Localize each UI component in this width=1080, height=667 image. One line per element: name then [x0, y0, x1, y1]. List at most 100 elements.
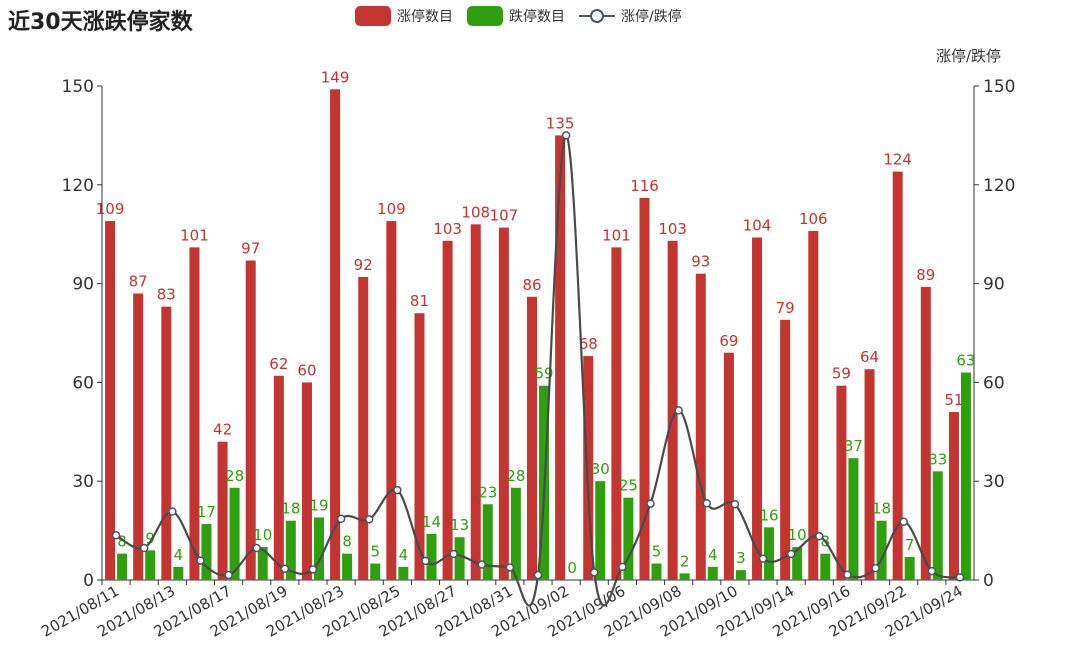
bar-down	[342, 553, 353, 580]
ratio-point	[168, 507, 177, 516]
bar-down	[848, 458, 859, 580]
ratio-point	[224, 570, 233, 580]
y-left-tick-label: 30	[72, 472, 94, 492]
legend-label-down: 跌停数目	[509, 9, 565, 25]
bar-up-label: 64	[860, 348, 879, 366]
bar-down-label: 4	[174, 546, 184, 564]
bar-up-label: 104	[743, 216, 772, 234]
legend-item-ratio[interactable]: 涨停/跌停	[579, 6, 682, 26]
ratio-point	[646, 499, 655, 508]
bar-down	[932, 471, 943, 580]
bar-up-label: 93	[691, 253, 710, 271]
bar-up	[639, 197, 650, 580]
ratio-point	[308, 565, 318, 574]
legend-item-up[interactable]: 涨停数目	[355, 6, 453, 26]
bar-up	[723, 352, 734, 580]
bar-up-label: 116	[630, 177, 659, 195]
bar-up	[667, 240, 678, 580]
bar-down	[623, 497, 634, 580]
bar-up-label: 81	[410, 292, 429, 310]
bar-down-label: 18	[872, 500, 891, 518]
ratio-point	[927, 566, 937, 576]
bar-up-label: 51	[944, 391, 963, 409]
bar-up	[301, 382, 312, 580]
bar-down	[876, 520, 887, 580]
bar-up-label: 87	[129, 272, 148, 290]
bar-up-label: 68	[579, 335, 598, 353]
bar-down	[707, 566, 718, 580]
legend-item-down[interactable]: 跌停数目	[467, 6, 565, 26]
bar-down-label: 9	[145, 529, 155, 547]
ratio-point	[139, 543, 149, 553]
bar-down-label: 63	[956, 352, 975, 370]
bar-up	[808, 230, 819, 580]
bar-up-label: 124	[883, 151, 912, 169]
bar-up	[161, 306, 172, 580]
bar-down	[482, 504, 493, 580]
legend-label-ratio: 涨停/跌停	[621, 9, 682, 25]
bar-up	[498, 227, 509, 580]
ratio-point	[843, 570, 852, 579]
bar-up	[780, 319, 791, 580]
ratio-point	[590, 568, 599, 577]
y-left-tick-label: 90	[72, 275, 94, 295]
ratio-point	[364, 515, 374, 524]
bar-up-label: 103	[658, 220, 687, 238]
bar-down-label: 23	[478, 483, 497, 501]
ratio-line	[115, 134, 961, 607]
ratio-point	[393, 485, 402, 495]
bar-up-label: 135	[546, 114, 575, 132]
bar-up	[836, 385, 847, 580]
ratio-point	[730, 500, 740, 509]
ratio-point	[899, 517, 908, 526]
bar-down	[285, 520, 296, 580]
bar-down-label: 8	[117, 533, 127, 551]
bar-up-label: 109	[96, 200, 125, 218]
bar-down	[820, 553, 831, 580]
y-right-tick-label: 120	[983, 176, 1015, 196]
bar-up	[920, 286, 931, 580]
ratio-point	[561, 131, 571, 140]
y-left-tick-label: 150	[62, 77, 94, 97]
bar-down-label: 4	[708, 546, 718, 564]
bar-up-label: 97	[241, 240, 260, 258]
legend-label-up: 涨停数目	[397, 9, 453, 25]
bar-up-label: 107	[490, 207, 519, 225]
ratio-point	[758, 554, 768, 563]
bar-up-label: 86	[522, 276, 541, 294]
bar-up	[273, 375, 284, 580]
bar-down-label: 5	[370, 543, 380, 561]
bar-up-label: 60	[297, 361, 316, 379]
bar-up-label: 89	[916, 266, 935, 284]
bar-down-label: 8	[342, 533, 352, 551]
bar-up	[105, 221, 116, 580]
y-right-tick-label: 30	[983, 472, 1005, 492]
bar-down-label: 4	[399, 546, 409, 564]
bar-up	[583, 356, 594, 580]
bar-down-label: 13	[450, 516, 469, 534]
ratio-point	[871, 563, 880, 573]
legend-swatch-down	[467, 6, 503, 26]
ratio-point	[449, 549, 458, 559]
bar-down	[257, 547, 268, 580]
bar-up	[358, 277, 369, 580]
bar-down	[792, 547, 803, 580]
bar-down-label: 30	[591, 460, 610, 478]
ratio-point	[618, 562, 627, 572]
bar-up-label: 92	[354, 256, 373, 274]
bar-down-label: 10	[788, 526, 807, 544]
bar-down-label: 0	[567, 559, 577, 577]
y-right-tick-label: 90	[983, 275, 1005, 295]
y-left-tick-label: 0	[83, 571, 94, 591]
bar-down	[454, 537, 465, 580]
bar-up	[414, 313, 425, 580]
bar-down	[960, 372, 971, 580]
bar-up	[470, 224, 481, 580]
bar-down	[313, 517, 324, 580]
bar-up	[948, 412, 959, 580]
bar-down-label: 33	[928, 450, 947, 468]
ratio-point	[336, 514, 346, 523]
y-right-tick-label: 60	[983, 373, 1005, 393]
bar-up	[442, 240, 453, 580]
